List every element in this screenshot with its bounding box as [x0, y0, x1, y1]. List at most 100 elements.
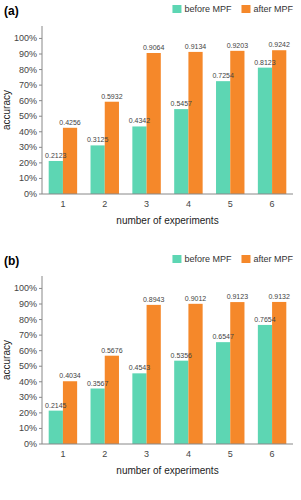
y-tick-label: 60% — [19, 96, 37, 106]
y-tick-label: 10% — [19, 423, 37, 433]
data-label: 0.9064 — [143, 44, 165, 51]
bar — [49, 161, 63, 194]
y-tick-label: 40% — [19, 127, 37, 137]
y-tick — [39, 100, 42, 101]
y-tick — [39, 69, 42, 70]
bar — [105, 356, 119, 444]
data-label: 0.2123 — [45, 152, 67, 159]
data-label: 0.9123 — [227, 293, 249, 300]
bar — [272, 302, 286, 444]
data-label: 0.5457 — [171, 100, 193, 107]
bar — [230, 302, 244, 444]
y-tick-label: 0% — [24, 189, 37, 199]
x-tick-label: 1 — [60, 199, 65, 209]
legend-swatch — [241, 5, 250, 13]
data-label: 0.3567 — [87, 380, 109, 387]
y-tick-label: 60% — [19, 346, 37, 356]
bar — [132, 373, 146, 444]
y-tick-label: 80% — [19, 65, 37, 75]
y-tick — [39, 444, 42, 445]
y-tick-label: 90% — [19, 49, 37, 59]
y-tick — [39, 319, 42, 320]
y-tick-label: 50% — [19, 111, 37, 121]
y-tick-label: 90% — [19, 299, 37, 309]
bar — [174, 361, 188, 444]
y-tick-label: 40% — [19, 377, 37, 387]
legend: before MPFafter MPF — [172, 254, 293, 264]
bar — [147, 305, 161, 444]
data-label: 0.9132 — [268, 293, 290, 300]
data-label: 0.8123 — [254, 59, 276, 66]
y-tick — [39, 304, 42, 305]
data-label: 0.9242 — [268, 41, 290, 48]
data-label: 0.8943 — [143, 296, 165, 303]
y-tick — [39, 412, 42, 413]
legend: before MPF after MPF — [172, 4, 293, 14]
panel: (b)0.21450.35670.45430.53560.65470.76540… — [1, 254, 293, 476]
data-label: 0.9012 — [185, 295, 207, 302]
data-label: 0.4034 — [59, 372, 81, 379]
y-tick — [39, 288, 42, 289]
y-tick — [39, 85, 42, 86]
bar — [188, 52, 202, 194]
bar — [258, 68, 272, 194]
y-tick — [39, 428, 42, 429]
bar — [272, 50, 286, 194]
data-label: 0.4256 — [59, 119, 81, 126]
bar — [63, 381, 77, 444]
y-tick — [39, 381, 42, 382]
bar — [91, 389, 105, 444]
legend-swatch — [172, 255, 181, 263]
legend-swatch — [172, 5, 181, 13]
y-tick-label: 80% — [19, 315, 37, 325]
y-tick-label: 100% — [14, 283, 37, 293]
bars — [49, 50, 287, 194]
x-tick-label: 6 — [270, 199, 275, 209]
data-label: 0.5932 — [101, 93, 123, 100]
y-axis-label: accuracy — [1, 90, 12, 130]
panel: (a)0.21230.31250.43420.54570.72540.81230… — [1, 4, 293, 226]
y-tick — [39, 178, 42, 179]
data-label: 0.6547 — [212, 333, 234, 340]
y-tick — [39, 397, 42, 398]
bar — [63, 128, 77, 194]
bar — [91, 145, 105, 194]
y-tick — [39, 38, 42, 39]
y-tick — [39, 335, 42, 336]
bar — [216, 81, 230, 194]
x-tick-label: 5 — [228, 199, 233, 209]
bar — [105, 102, 119, 194]
x-tick-label: 4 — [186, 449, 191, 459]
y-tick — [39, 350, 42, 351]
bars — [49, 302, 287, 444]
y-tick-label: 10% — [19, 173, 37, 183]
y-tick-label: 100% — [14, 33, 37, 43]
legend-label: before MPF — [184, 254, 232, 264]
bar — [174, 109, 188, 194]
data-label: 0.7654 — [254, 316, 276, 323]
legend-label: after MPF — [253, 4, 293, 14]
data-label: 0.2145 — [45, 402, 67, 409]
x-tick-label: 3 — [144, 449, 149, 459]
y-tick-label: 70% — [19, 330, 37, 340]
y-tick — [39, 131, 42, 132]
x-tick-label: 2 — [102, 199, 107, 209]
y-tick — [39, 147, 42, 148]
y-tick-label: 20% — [19, 158, 37, 168]
y-tick-label: 20% — [19, 408, 37, 418]
bar — [216, 342, 230, 444]
y-axis-line — [42, 276, 43, 444]
figure: (a)0.21230.31250.43420.54570.72540.81230… — [0, 0, 301, 500]
y-tick-label: 30% — [19, 392, 37, 402]
data-label: 0.7254 — [212, 72, 234, 79]
y-tick — [39, 162, 42, 163]
legend-label: before MPF — [184, 4, 232, 14]
data-label: 0.9134 — [185, 43, 207, 50]
x-tick-label: 2 — [102, 449, 107, 459]
data-label: 0.4543 — [129, 364, 151, 371]
x-axis-line — [42, 194, 293, 195]
x-axis-line — [42, 444, 293, 445]
x-tick-label: 5 — [228, 449, 233, 459]
x-axis-label: number of experiments — [116, 465, 218, 476]
bar — [49, 411, 63, 444]
